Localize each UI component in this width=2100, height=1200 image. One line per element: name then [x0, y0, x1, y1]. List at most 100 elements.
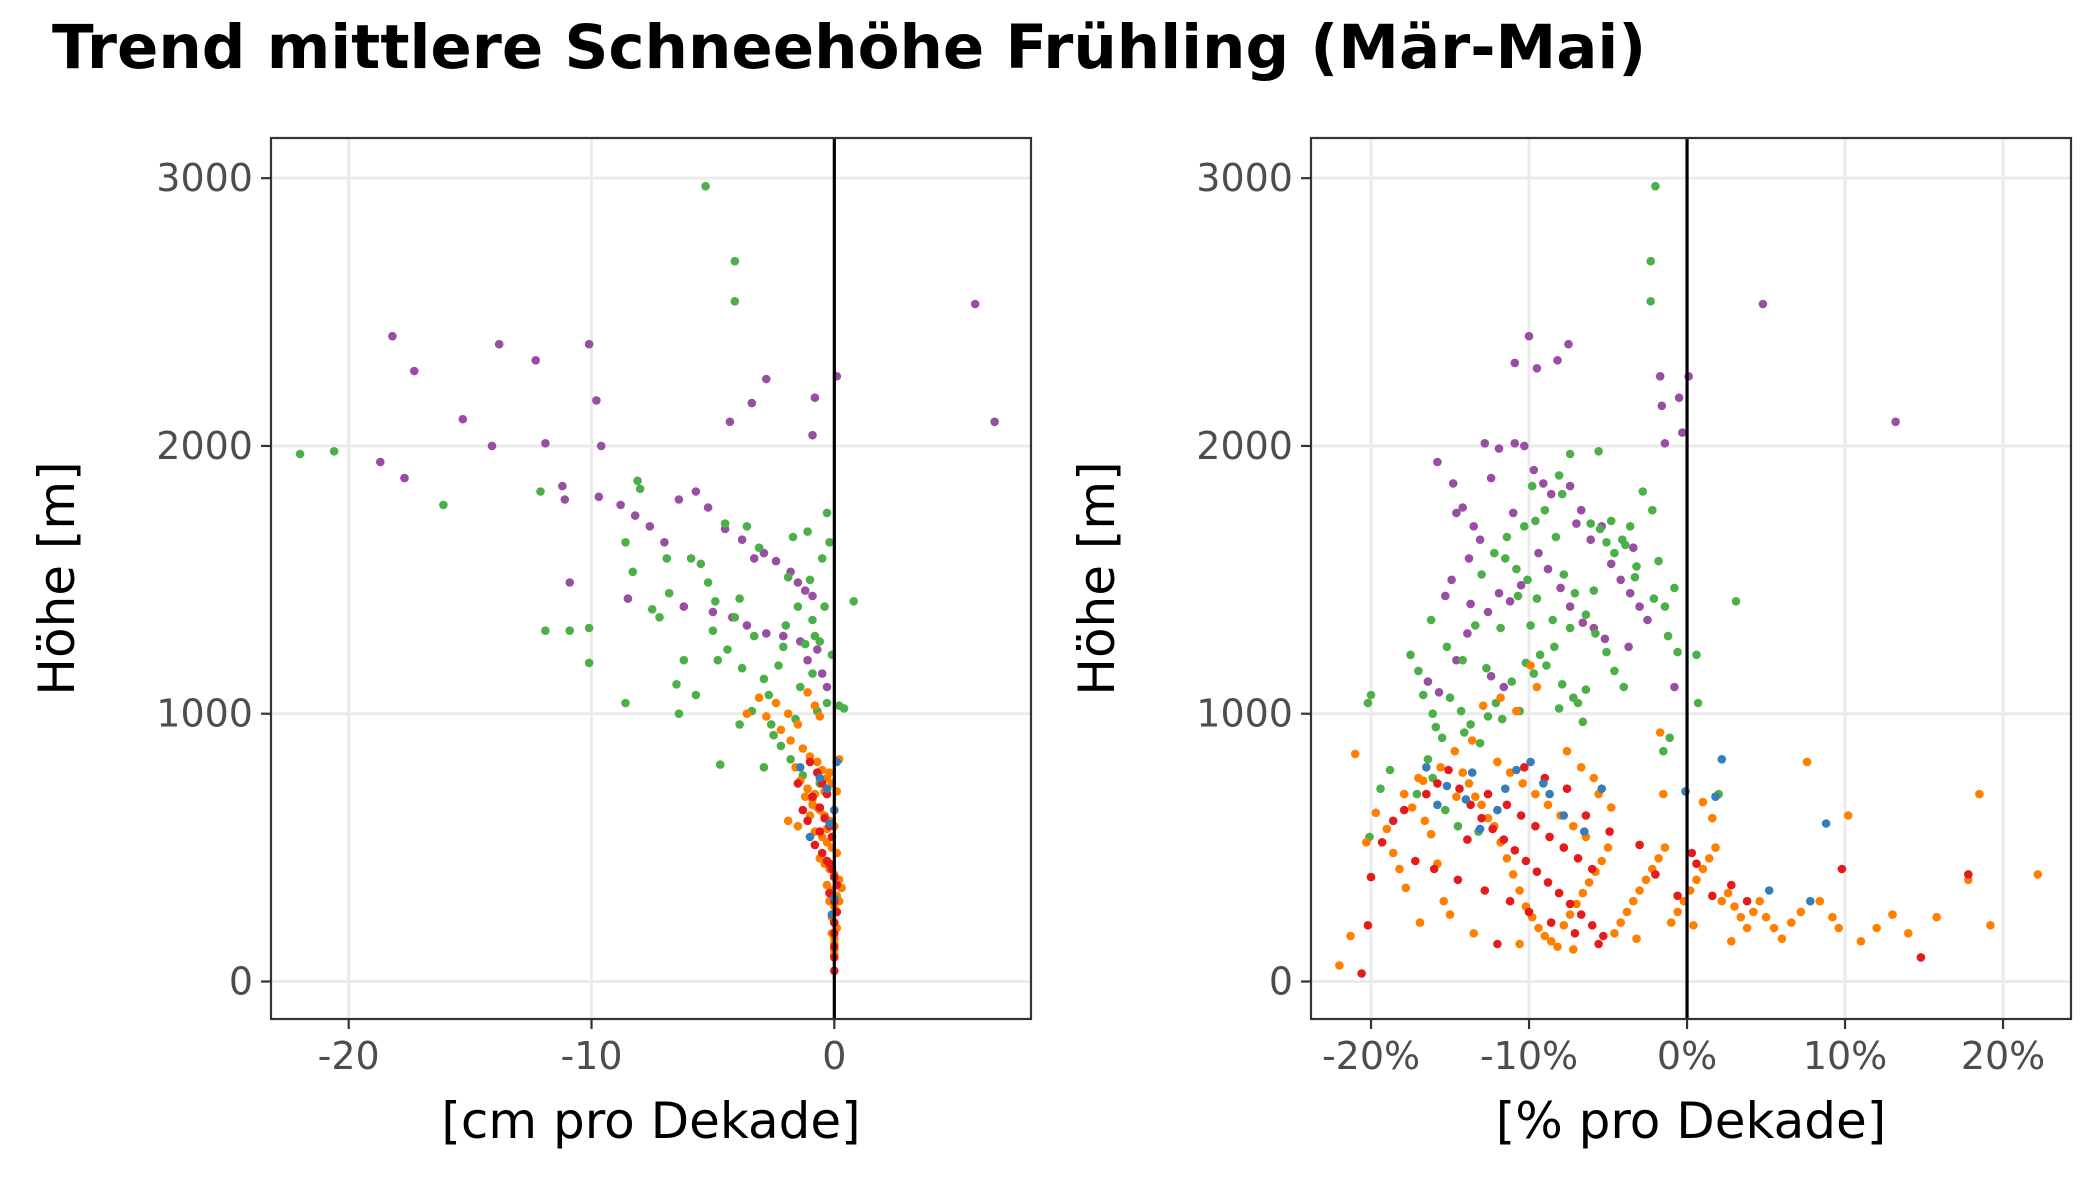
data-point [762, 374, 771, 384]
data-point [1399, 805, 1409, 815]
data-point [1478, 701, 1488, 710]
data-point [788, 532, 798, 542]
data-point [388, 331, 397, 341]
data-point [771, 698, 781, 708]
data-point [1422, 763, 1431, 772]
data-point [1395, 864, 1404, 874]
data-point [1452, 792, 1461, 801]
data-point [1565, 481, 1575, 491]
data-point [1401, 883, 1411, 893]
series-3 [1335, 661, 2043, 970]
x-tick-label: -10 [560, 1034, 622, 1078]
data-point [737, 535, 747, 544]
data-point [1553, 942, 1562, 951]
data-point [1578, 717, 1588, 727]
data-point [1562, 746, 1572, 756]
data-point [1717, 896, 1727, 906]
data-point [1543, 878, 1553, 887]
data-point [1638, 487, 1648, 496]
data-point [1572, 899, 1581, 909]
data-point [1777, 934, 1787, 943]
data-point [1464, 779, 1474, 788]
data-point [1581, 685, 1591, 694]
data-point [803, 784, 812, 793]
data-point [1599, 931, 1608, 941]
data-point [1559, 811, 1569, 820]
data-point [1621, 540, 1630, 550]
data-point [808, 669, 817, 678]
series-5 [796, 757, 842, 919]
data-point [1573, 854, 1583, 863]
data-point [679, 602, 689, 611]
data-point [1643, 615, 1652, 625]
data-point [1888, 910, 1897, 919]
data-point [1366, 690, 1376, 700]
data-point [1616, 918, 1625, 927]
data-point [815, 637, 825, 646]
data-point [783, 816, 793, 826]
data-point [1471, 621, 1480, 630]
data-point [1742, 923, 1752, 933]
data-point [1975, 789, 1984, 799]
data-point [1510, 846, 1520, 855]
data-point [1429, 864, 1439, 874]
data-point [1540, 505, 1550, 515]
data-point [1673, 647, 1682, 657]
data-point [1452, 508, 1461, 518]
data-point [825, 538, 834, 547]
data-point [458, 414, 468, 424]
data-point [1603, 843, 1613, 852]
data-point [584, 339, 594, 349]
data-point [1469, 929, 1478, 938]
data-point [754, 693, 764, 702]
data-point [664, 588, 674, 598]
data-point [820, 602, 829, 611]
data-point [730, 297, 740, 306]
data-point [1456, 706, 1466, 716]
data-point [1693, 698, 1703, 708]
data-point [1821, 819, 1831, 828]
data-point [1527, 481, 1537, 491]
data-point [747, 398, 757, 408]
data-point [762, 712, 771, 721]
data-point [1551, 532, 1561, 542]
data-point [1445, 693, 1455, 702]
data-point [655, 613, 664, 622]
data-point [1501, 554, 1510, 563]
data-point [1363, 921, 1373, 930]
data-point [774, 661, 783, 670]
data-point [1531, 821, 1540, 831]
data-point [1515, 886, 1524, 895]
data-point [1666, 918, 1676, 927]
data-point [1891, 417, 1900, 427]
data-point [1516, 580, 1526, 590]
data-point [1444, 765, 1453, 775]
data-point [805, 575, 815, 585]
data-point [1692, 650, 1701, 660]
data-point [1562, 784, 1572, 793]
data-point [708, 607, 718, 617]
data-point [825, 819, 834, 828]
data-point [742, 709, 752, 718]
data-point [1758, 299, 1768, 309]
data-point [1529, 465, 1539, 475]
data-point [1493, 805, 1502, 815]
data-point [1520, 441, 1529, 451]
series-1 [1423, 299, 1900, 697]
data-point [798, 744, 808, 753]
data-point [1532, 867, 1542, 876]
y-tick-label: 1000 [1196, 692, 1293, 736]
data-point [817, 848, 827, 858]
data-point [616, 500, 625, 510]
data-point [764, 690, 774, 700]
data-point [691, 690, 701, 700]
data-point [1458, 768, 1467, 777]
data-point [1564, 339, 1573, 349]
data-point [1632, 562, 1641, 571]
data-point [1502, 800, 1512, 810]
data-point [1843, 811, 1853, 820]
data-point [839, 704, 849, 713]
data-point [1731, 597, 1741, 606]
data-point [810, 393, 820, 403]
